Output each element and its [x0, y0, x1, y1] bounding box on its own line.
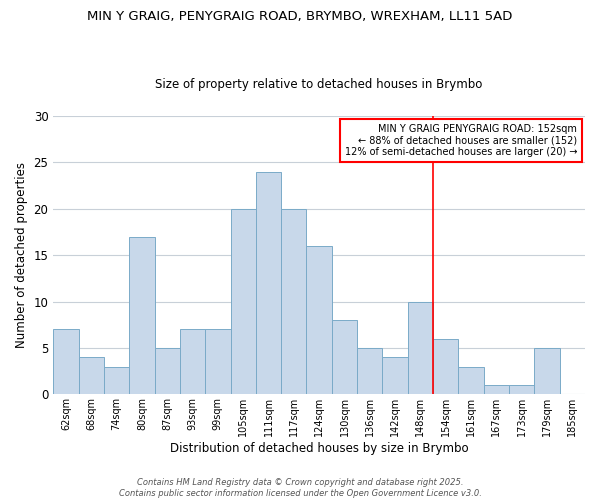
Bar: [129, 236, 155, 394]
Bar: [180, 330, 205, 394]
Title: Size of property relative to detached houses in Brymbo: Size of property relative to detached ho…: [155, 78, 483, 91]
Bar: [357, 348, 382, 395]
Bar: [484, 385, 509, 394]
Bar: [433, 338, 458, 394]
Bar: [155, 348, 180, 395]
Bar: [332, 320, 357, 394]
Bar: [535, 348, 560, 395]
Bar: [382, 358, 408, 395]
Text: MIN Y GRAIG, PENYGRAIG ROAD, BRYMBO, WREXHAM, LL11 5AD: MIN Y GRAIG, PENYGRAIG ROAD, BRYMBO, WRE…: [88, 10, 512, 23]
Text: MIN Y GRAIG PENYGRAIG ROAD: 152sqm
← 88% of detached houses are smaller (152)
12: MIN Y GRAIG PENYGRAIG ROAD: 152sqm ← 88%…: [344, 124, 577, 158]
X-axis label: Distribution of detached houses by size in Brymbo: Distribution of detached houses by size …: [170, 442, 469, 455]
Bar: [509, 385, 535, 394]
Bar: [281, 208, 307, 394]
Text: Contains HM Land Registry data © Crown copyright and database right 2025.
Contai: Contains HM Land Registry data © Crown c…: [119, 478, 481, 498]
Bar: [205, 330, 230, 394]
Bar: [256, 172, 281, 394]
Bar: [307, 246, 332, 394]
Bar: [53, 330, 79, 394]
Bar: [458, 366, 484, 394]
Bar: [230, 208, 256, 394]
Bar: [104, 366, 129, 394]
Bar: [408, 302, 433, 394]
Y-axis label: Number of detached properties: Number of detached properties: [15, 162, 28, 348]
Bar: [79, 358, 104, 395]
